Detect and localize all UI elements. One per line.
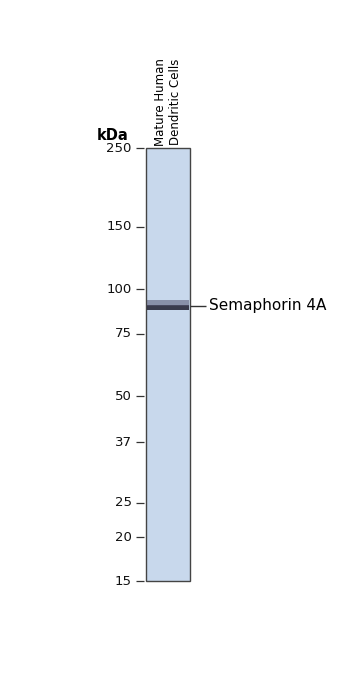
Text: 50: 50 (115, 390, 132, 403)
Text: 100: 100 (106, 283, 132, 296)
Text: 250: 250 (106, 142, 132, 155)
Text: 150: 150 (106, 220, 132, 233)
Text: Semaphorin 4A: Semaphorin 4A (209, 298, 326, 313)
Text: 20: 20 (115, 531, 132, 544)
Bar (148, 300, 188, 306)
Bar (147, 148, 190, 582)
Text: 75: 75 (114, 327, 132, 340)
Text: Mature Human
Dendritic Cells: Mature Human Dendritic Cells (154, 58, 182, 145)
Text: 15: 15 (114, 575, 132, 588)
Text: 37: 37 (114, 436, 132, 449)
Text: 25: 25 (114, 497, 132, 509)
Text: kDa: kDa (97, 128, 129, 143)
Bar (148, 305, 188, 310)
